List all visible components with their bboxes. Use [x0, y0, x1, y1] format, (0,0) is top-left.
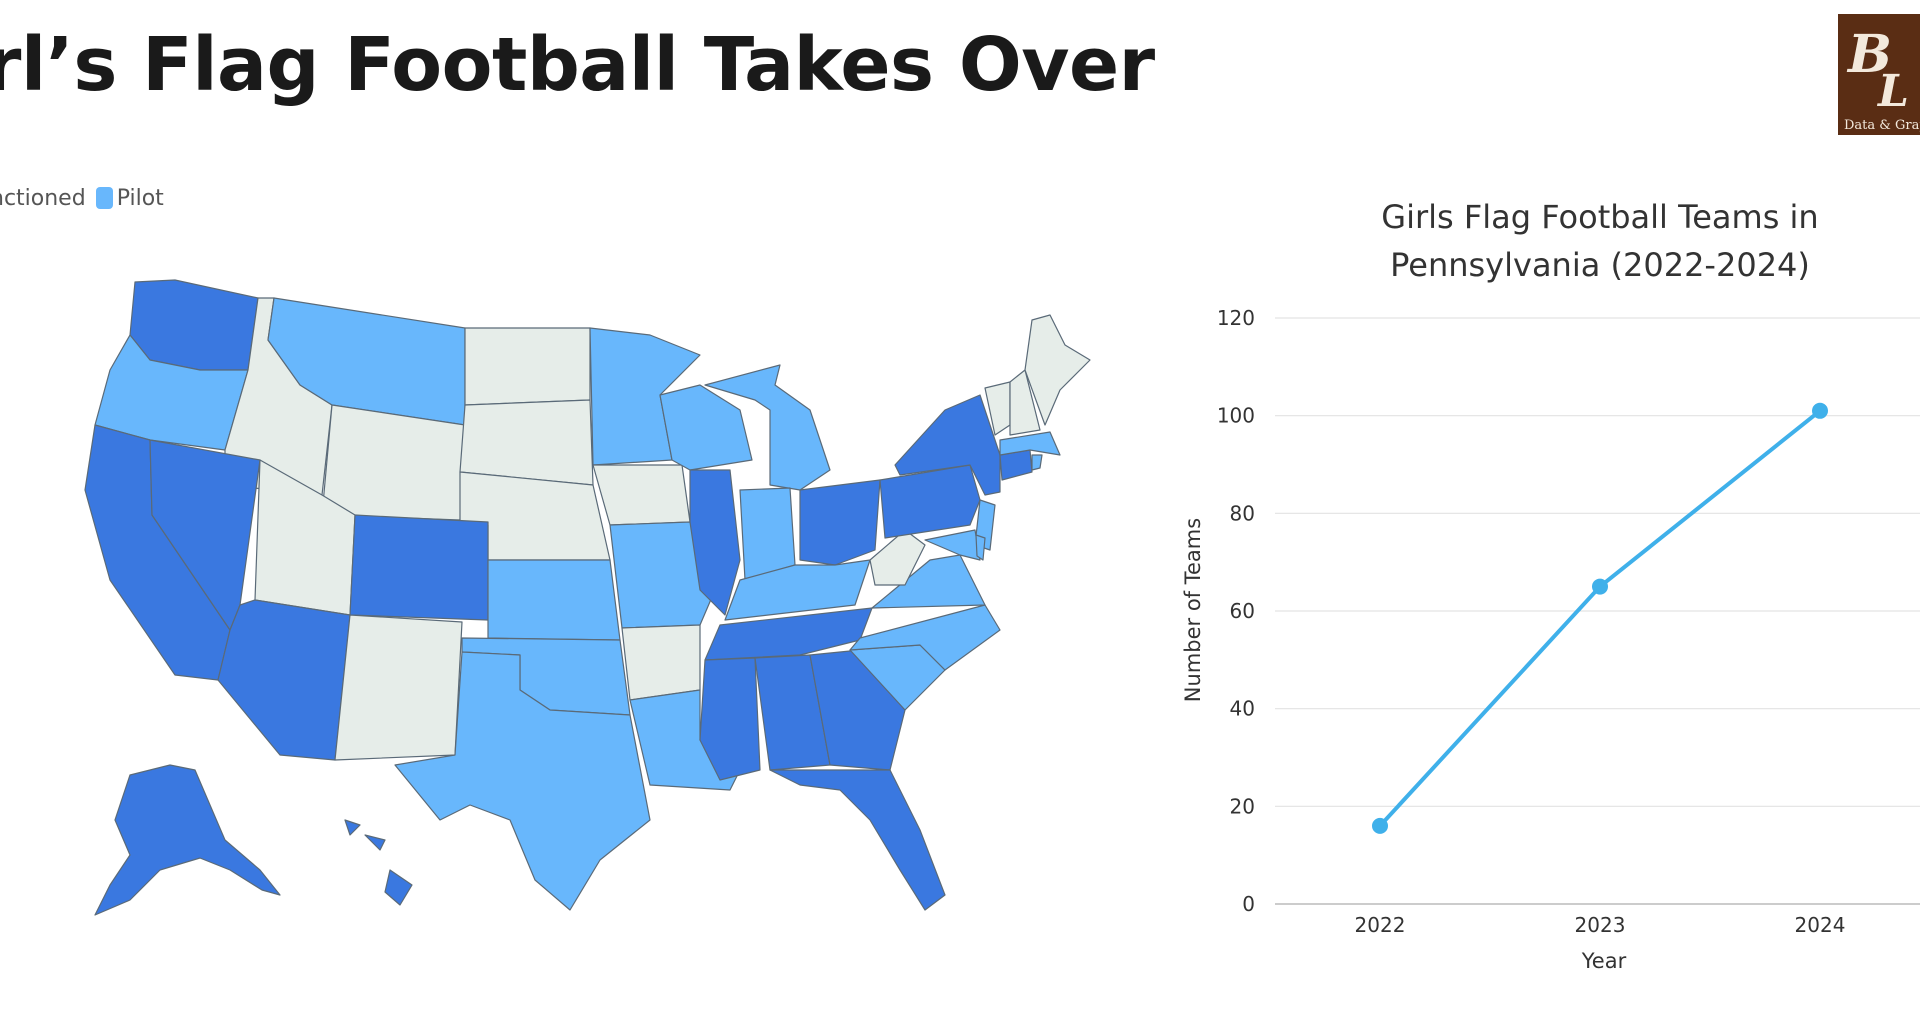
y-axis-label: Number of Teams	[1181, 518, 1205, 702]
chart-title-line2: Pennsylvania (2022-2024)	[1390, 246, 1810, 284]
line-chart: Girls Flag Football Teams in Pennsylvani…	[1181, 198, 1920, 973]
svg-text:B: B	[1846, 24, 1892, 85]
y-tick-label: 60	[1230, 599, 1255, 623]
state-arkansas	[621, 624, 701, 701]
y-tick-label: 100	[1217, 404, 1255, 428]
data-point-2024	[1812, 402, 1828, 419]
y-tick-label: 0	[1242, 892, 1255, 916]
y-tick-label: 80	[1230, 501, 1255, 525]
state-new-york	[894, 394, 1001, 496]
chart-title-line1: Girls Flag Football Teams in	[1381, 198, 1818, 236]
state-washington	[129, 279, 259, 371]
page-title: irl’s Flag Football Takes Over	[0, 22, 1155, 108]
state-michigan	[704, 364, 831, 491]
x-axis-label: Year	[1581, 949, 1627, 973]
state-missouri	[609, 521, 716, 629]
gridlines	[1275, 317, 1920, 807]
state-hawaii	[344, 819, 413, 906]
series-line	[1378, 408, 1822, 828]
state-new-mexico	[334, 614, 463, 761]
state-kansas	[487, 559, 621, 641]
data-point-2023	[1592, 578, 1608, 595]
logo: B L Data & Grap	[1838, 14, 1920, 135]
state-massachusetts	[999, 431, 1061, 456]
state-new-hampshire	[1009, 369, 1041, 436]
y-tick-label: 40	[1230, 697, 1255, 721]
legend-sanctioned-label: nctioned	[0, 186, 86, 211]
state-florida	[769, 769, 946, 911]
x-tick-label: 2022	[1355, 913, 1406, 937]
x-tick-label: 2023	[1575, 913, 1626, 937]
x-tick-label: 2024	[1795, 913, 1846, 937]
state-illinois	[689, 469, 741, 616]
data-point-2022	[1372, 817, 1388, 834]
state-colorado	[349, 514, 489, 621]
state-wyoming	[321, 404, 466, 521]
state-delaware	[975, 534, 986, 561]
state-maryland	[924, 529, 981, 561]
state-maine	[1024, 314, 1091, 426]
us-map	[84, 279, 1091, 916]
state-arizona	[217, 599, 351, 761]
state-north-dakota	[464, 327, 591, 406]
state-tennessee	[704, 607, 873, 661]
y-tick-labels: 0 20 40 60 80 100 120	[1217, 306, 1255, 916]
state-iowa	[592, 464, 691, 526]
legend-pilot-label: Pilot	[116, 186, 164, 211]
svg-text:L: L	[1876, 66, 1909, 117]
state-alaska	[94, 764, 281, 916]
state-texas	[394, 651, 651, 911]
state-south-dakota	[459, 399, 594, 486]
data-points	[1372, 402, 1828, 834]
state-wisconsin	[659, 384, 753, 471]
legend-pilot-swatch	[95, 187, 113, 209]
state-rhode-island	[1031, 454, 1043, 471]
x-tick-labels: 2022 2023 2024	[1355, 913, 1846, 937]
state-ohio	[799, 479, 881, 566]
state-indiana	[739, 487, 796, 581]
state-pennsylvania	[879, 464, 981, 539]
y-tick-label: 20	[1230, 794, 1255, 818]
state-mississippi	[699, 657, 761, 781]
map-legend: nctioned Pilot	[0, 186, 164, 211]
logo-text: Data & Grap	[1844, 118, 1920, 133]
y-tick-label: 120	[1217, 306, 1255, 330]
